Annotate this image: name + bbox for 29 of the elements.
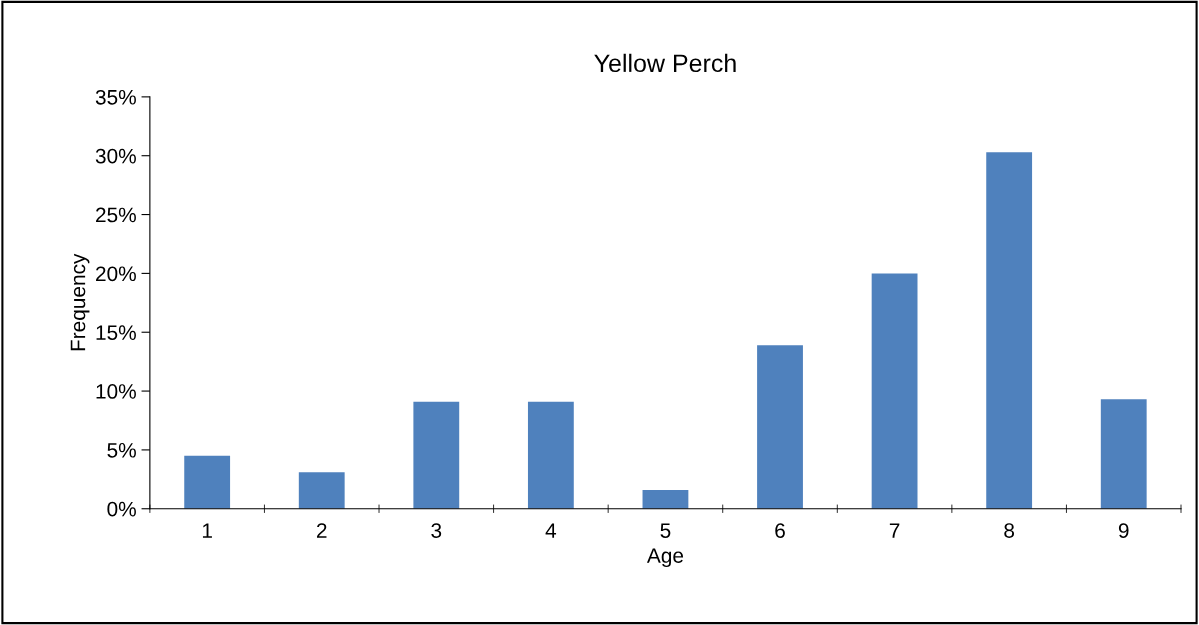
y-tick-label: 0% bbox=[107, 501, 136, 517]
y-axis-title: Frequency bbox=[70, 253, 90, 351]
y-tick-label: 20% bbox=[96, 266, 136, 282]
bar bbox=[298, 472, 345, 509]
x-axis-title: Age bbox=[646, 548, 684, 568]
bar bbox=[757, 345, 803, 509]
x-tick-label: 2 bbox=[316, 523, 327, 538]
chart-title: Yellow Perch bbox=[594, 53, 736, 73]
x-tick-label: 1 bbox=[202, 523, 212, 538]
bar bbox=[527, 401, 574, 509]
bar bbox=[184, 455, 231, 509]
y-tick-label: 25% bbox=[96, 207, 136, 223]
x-tick-label: 4 bbox=[545, 523, 557, 538]
x-tick-label: 6 bbox=[775, 523, 785, 538]
y-tick-label: 35% bbox=[95, 89, 136, 105]
bar bbox=[1100, 399, 1147, 509]
x-tick-label: 3 bbox=[431, 523, 442, 538]
x-tick-label: 7 bbox=[889, 523, 900, 538]
y-tick-label: 30% bbox=[95, 148, 136, 164]
x-tick-label: 9 bbox=[1118, 523, 1129, 538]
bar bbox=[986, 152, 1033, 509]
y-tick-label: 5% bbox=[107, 443, 136, 458]
x-tick-label: 8 bbox=[1004, 523, 1015, 538]
bar bbox=[413, 401, 460, 509]
bar bbox=[871, 273, 918, 509]
bar bbox=[642, 489, 689, 509]
y-tick-label: 15% bbox=[96, 325, 136, 340]
y-tick-label: 10% bbox=[96, 384, 136, 399]
x-tick-label: 5 bbox=[660, 523, 671, 538]
